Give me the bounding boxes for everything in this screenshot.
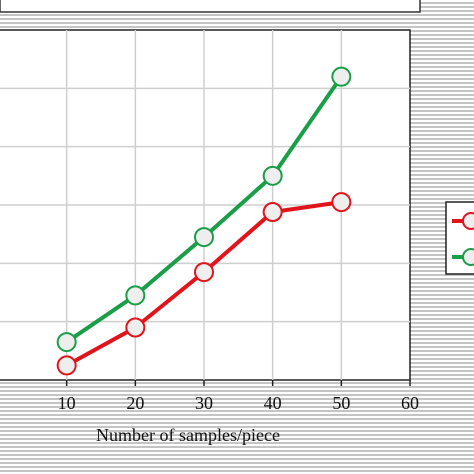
data-point [125,285,146,306]
data-point [194,262,214,283]
figure-frame [0,0,421,13]
data-point [56,355,77,376]
data-point [262,165,283,186]
x-tick-label: 60 [401,393,419,413]
legend [445,201,474,275]
x-tick-label: 40 [264,393,282,413]
series-layer [56,66,352,376]
x-tick-label: 50 [332,393,350,413]
x-axis-title: Number of samples/piece [96,425,280,445]
data-point [125,317,146,338]
data-point [331,66,352,87]
legend-marker-2 [462,248,474,266]
data-point [56,332,77,353]
legend-marker-1 [462,212,474,230]
x-axis-ticks: 10 20 30 40 50 60 [58,380,419,413]
x-tick-label: 30 [195,393,213,413]
x-tick-label: 20 [126,393,144,413]
data-point [262,202,283,222]
x-tick-label: 10 [58,393,76,413]
data-point [194,227,214,248]
data-point [331,192,352,213]
